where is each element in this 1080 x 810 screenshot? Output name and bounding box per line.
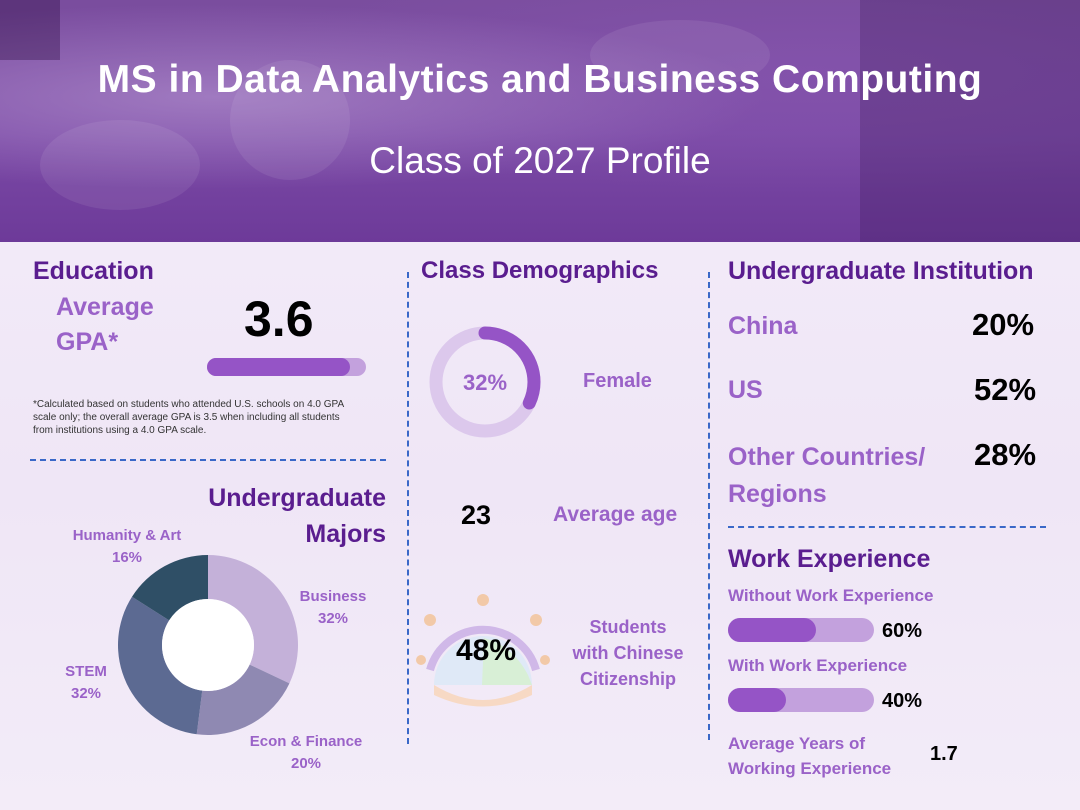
gpa-footnote: *Calculated based on students who attend… [33,398,344,437]
page-title: MS in Data Analytics and Business Comput… [97,58,983,101]
work-heading: Work Experience [728,545,931,573]
female-label: Female [583,370,652,392]
donut-segment-stem [118,596,203,735]
gpa-value: 3.6 [244,291,314,347]
person-head [530,614,542,626]
header-banner: MS in Data Analytics and Business Comput… [0,0,1080,242]
person-head [477,594,489,606]
female-ring [429,326,541,438]
divider [728,526,1046,528]
years-value: 1.7 [930,743,958,765]
segment-name: Business [299,588,367,605]
citizenship-label-line: Students [589,617,667,637]
institution-us-value: 52% [974,372,1037,407]
without-work-bar-fill [728,618,816,642]
segment-name: Humanity & Art [72,527,182,544]
segment-value: 20% [290,755,322,772]
with-work-bar-fill [728,688,787,712]
globe-people-icon [416,594,550,707]
with-work-value: 40% [882,690,923,712]
label-econ-finance: Econ & Finance 20% [240,731,372,775]
segment-name: STEM [65,663,107,680]
years-label-line: Working Experience [728,759,892,778]
institution-other-value: 28% [974,437,1037,472]
institution-china-label: China [728,312,798,340]
background-decor [230,60,350,180]
gpa-bar-fill [207,358,351,376]
label-stem: STEM 32% [56,661,116,705]
page-subtitle: Class of 2027 Profile [369,140,711,181]
citizenship-label: Students with Chinese Citizenship [560,614,696,692]
background-decor [590,20,770,90]
background-decor [0,0,60,60]
footnote-line: from institutions using a 4.0 GPA scale. [33,425,207,436]
institution-other-label-line: Regions [728,480,827,508]
institution-heading: Undergraduate Institution [728,257,1034,285]
institution-us-label: US [728,376,763,404]
gpa-label-line2: GPA* [56,328,119,356]
majors-donut-chart [118,555,298,735]
without-work-value: 60% [882,620,923,642]
gpa-label-line1: Average [56,293,154,321]
ring-fill [429,326,541,438]
person-head [540,655,550,665]
citizenship-label-line: Citizenship [579,669,676,689]
globe-base [434,685,532,707]
without-work-label: Without Work Experience [728,586,934,605]
donut-hole [162,599,254,691]
donut-segment-business [208,555,298,684]
footnote-line: scale only; the overall average GPA is 3… [33,412,340,423]
segment-value: 16% [111,549,143,566]
donut-segment-econ-finance [196,664,290,735]
female-percent: 32% [462,370,508,395]
majors-heading-line2: Majors [305,520,386,548]
institution-other-label-line: Other Countries/ [728,443,926,471]
segment-value: 32% [317,610,349,627]
institution-china-value: 20% [972,307,1035,342]
institution-other-label: Other Countries/ Regions [728,439,925,513]
footnote-line: *Calculated based on students who attend… [33,399,345,410]
education-heading: Education [33,257,154,285]
divider [407,272,409,744]
globe-land [482,638,532,685]
person-head [424,614,436,626]
segment-name: Econ & Finance [249,733,363,750]
donut-segments [118,555,298,735]
background-decor [40,120,200,210]
with-work-label: With Work Experience [728,656,908,675]
divider [708,272,710,740]
citizenship-percent: 48% [455,634,517,667]
person-head [416,655,426,665]
label-business: Business 32% [290,586,376,630]
years-label-line: Average Years of [728,734,866,753]
citizenship-label-line: with Chinese [572,643,684,663]
segment-value: 32% [70,685,102,702]
label-humanity: Humanity & Art 16% [62,525,192,569]
background-decor [860,0,1080,242]
divider [30,459,386,461]
donut-segment-humanity-art [132,555,208,621]
majors-heading: Undergraduate Majors [186,480,386,552]
age-label: Average age [553,503,678,526]
years-label: Average Years of Working Experience [728,731,891,781]
demographics-heading: Class Demographics [421,257,659,284]
age-value: 23 [461,500,492,530]
majors-heading-line1: Undergraduate [208,484,386,512]
people-arc [426,625,540,672]
